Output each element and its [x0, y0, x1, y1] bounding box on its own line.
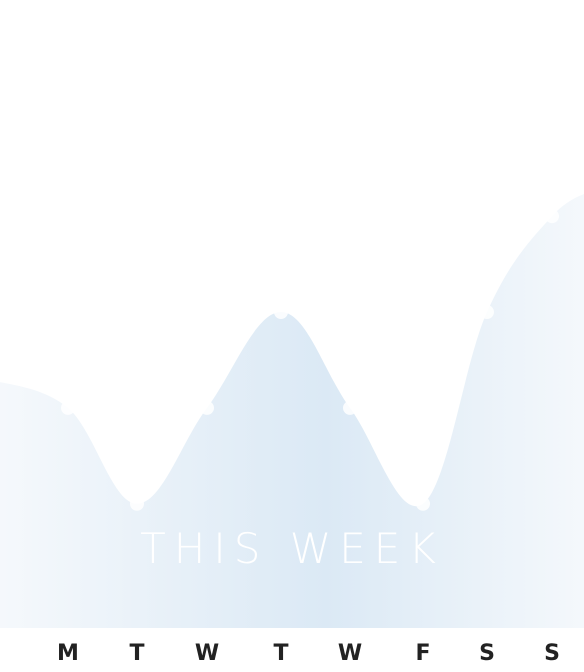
x-tick-label: T — [129, 641, 144, 666]
data-point — [343, 400, 357, 415]
x-tick-label: F — [415, 641, 430, 666]
data-point — [416, 496, 430, 511]
x-tick-label: M — [57, 641, 79, 666]
data-point — [200, 400, 214, 415]
data-point — [130, 496, 144, 511]
x-tick-label: S — [479, 641, 495, 666]
x-tick-label: S — [544, 641, 560, 666]
data-point — [545, 209, 559, 224]
x-tick-label: W — [338, 641, 362, 666]
series-area — [0, 194, 584, 628]
x-tick-label: T — [273, 641, 288, 666]
data-point — [61, 400, 75, 415]
data-point — [274, 305, 288, 320]
data-points — [61, 209, 559, 511]
data-point — [480, 305, 494, 320]
chart-title: THIS WEEK — [140, 524, 444, 573]
x-tick-label: W — [195, 641, 219, 666]
